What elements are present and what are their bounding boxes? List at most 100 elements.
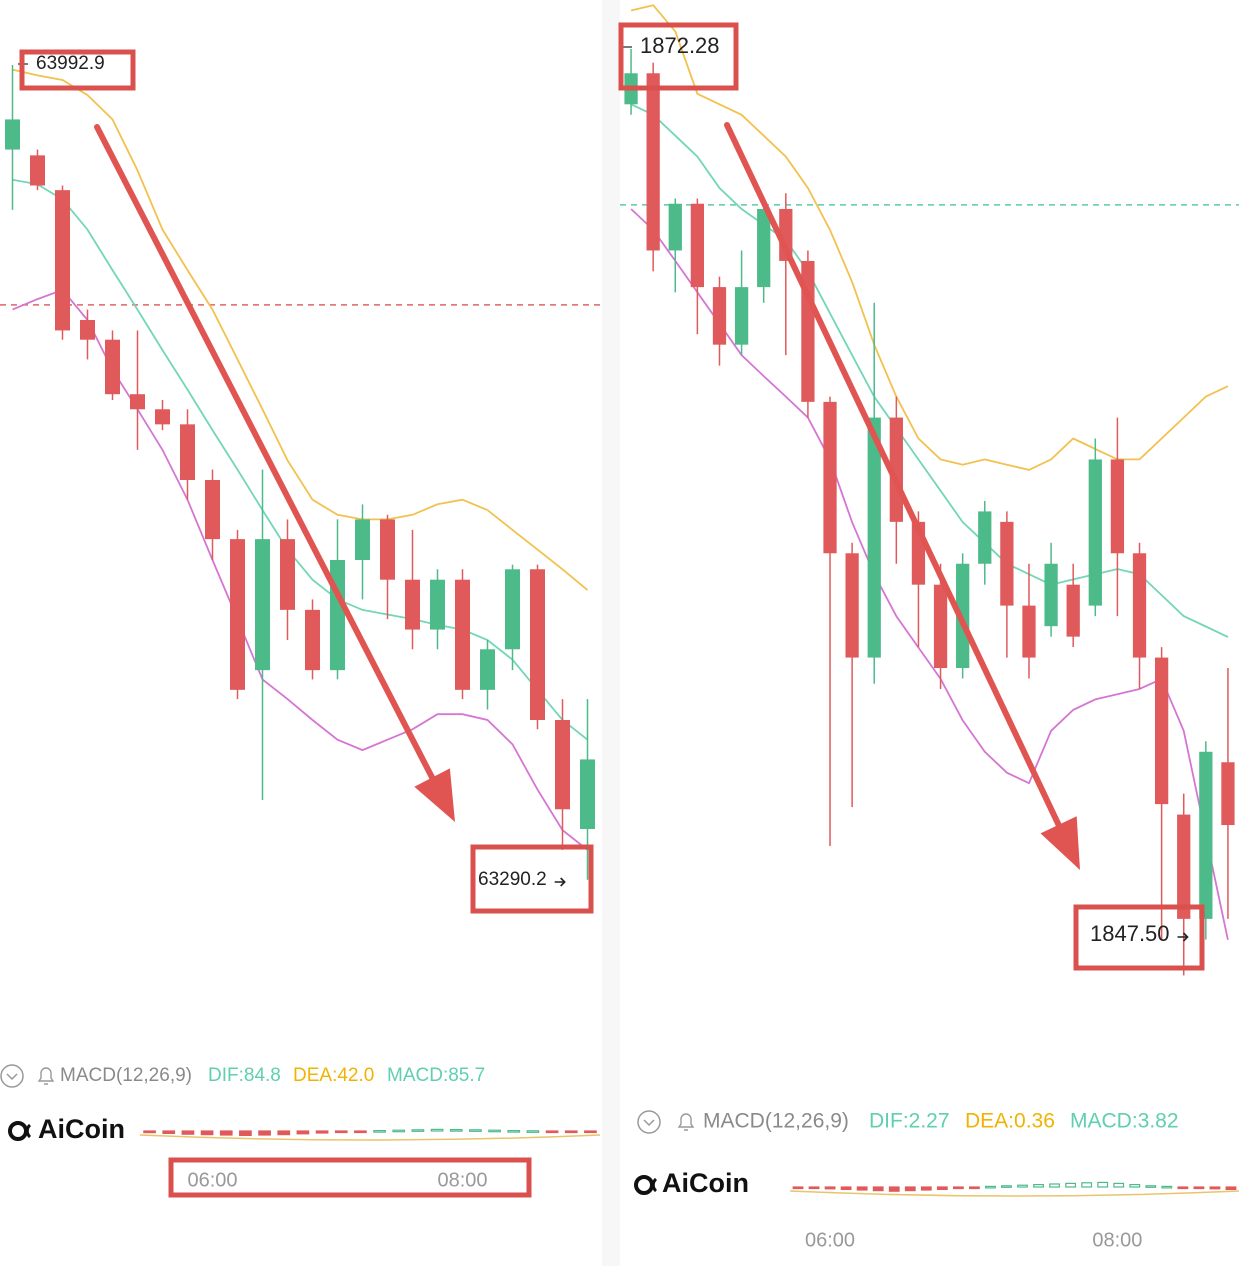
macd-bar xyxy=(872,1186,884,1192)
macd-bar xyxy=(808,1186,820,1190)
candle-body xyxy=(330,560,345,671)
candle-body xyxy=(405,579,420,630)
indicator-name: MACD(12,26,9) xyxy=(703,1110,849,1133)
indicator-dif: DIF:2.27 xyxy=(869,1110,950,1133)
indicator-macd: MACD:3.82 xyxy=(1070,1110,1179,1133)
candle-body xyxy=(80,320,95,340)
candle-body xyxy=(978,511,992,564)
candle-body xyxy=(505,569,520,650)
macd-bar xyxy=(792,1186,804,1190)
logo-icon-tail xyxy=(25,1123,32,1139)
highlight-box xyxy=(168,1157,532,1198)
candle-body xyxy=(155,409,170,425)
macd-bar xyxy=(1161,1185,1173,1189)
macd-bar xyxy=(968,1186,980,1190)
candle-body xyxy=(734,287,749,345)
candle-body xyxy=(1066,584,1080,637)
macd-bar xyxy=(296,1130,310,1135)
macd-bar xyxy=(545,1130,559,1134)
candle-body xyxy=(455,579,470,690)
macd-bar xyxy=(856,1186,868,1191)
x-tick-label: 06:00 xyxy=(187,1169,237,1191)
macd-bar xyxy=(1193,1186,1205,1190)
macd-bar xyxy=(584,1130,597,1134)
candle-body xyxy=(130,394,145,410)
candle-body xyxy=(230,539,245,690)
macd-bar xyxy=(526,1130,540,1133)
trend-arrow-head xyxy=(1040,816,1080,870)
candle-body xyxy=(1110,459,1125,554)
candle-body xyxy=(30,155,45,186)
macd-bar xyxy=(1209,1186,1221,1190)
candle-body xyxy=(1000,521,1014,606)
macd-bar xyxy=(373,1129,386,1133)
macd-bar xyxy=(564,1130,578,1134)
candle-body xyxy=(380,519,395,580)
macd-bar xyxy=(1145,1185,1157,1188)
macd-bar xyxy=(1129,1183,1141,1188)
band-upper xyxy=(12,68,589,591)
macd-bar xyxy=(469,1129,482,1132)
candle-body xyxy=(1221,762,1235,826)
low-price-label: 1847.50 xyxy=(1090,921,1170,946)
collapse-icon xyxy=(637,1110,661,1134)
band-lower xyxy=(630,208,1229,940)
label-arrow xyxy=(554,877,566,887)
macd-bar xyxy=(239,1130,252,1137)
macd-bar xyxy=(1001,1185,1012,1188)
high-price-label: 1872.28 xyxy=(640,33,720,58)
macd-bar xyxy=(430,1128,444,1132)
price-panel xyxy=(620,4,1239,976)
candle-body xyxy=(1177,814,1191,919)
candle-body xyxy=(1088,459,1102,606)
macd-bar xyxy=(904,1186,916,1192)
highlight-box xyxy=(618,22,739,91)
macd-bar xyxy=(1113,1182,1125,1188)
macd-bar xyxy=(1225,1186,1237,1191)
macd-bar xyxy=(392,1129,406,1133)
label-arrow xyxy=(1177,932,1189,942)
trend-arrow-head xyxy=(414,768,455,822)
indicator-name: MACD(12,26,9) xyxy=(60,1065,192,1086)
macd-bar xyxy=(354,1130,367,1134)
candle-body xyxy=(1132,553,1147,658)
highlight-box xyxy=(470,844,594,914)
macd-baseline xyxy=(139,1134,601,1141)
price-panel xyxy=(0,65,600,880)
macd-bar xyxy=(277,1130,291,1136)
macd-bar xyxy=(200,1130,214,1136)
macd-bar xyxy=(824,1186,836,1190)
candle-body xyxy=(480,649,495,690)
candle-body xyxy=(1199,751,1213,919)
candle-body xyxy=(712,287,727,345)
macd-baseline xyxy=(789,1190,1239,1197)
band-upper xyxy=(630,4,1229,471)
logo-text: AiCoin xyxy=(38,1114,125,1144)
band-middle xyxy=(630,103,1229,638)
bell-icon xyxy=(37,1067,55,1085)
overlay: 63992.9 63290.2 MACD(12,26,9) DIF:84.8 DEA:4… xyxy=(0,22,1239,1251)
indicator-macd: MACD:85.7 xyxy=(387,1065,485,1086)
macd-bar xyxy=(507,1129,521,1133)
band-middle xyxy=(12,178,589,741)
candle-body xyxy=(255,539,270,671)
candle-body xyxy=(580,759,595,829)
candle-body xyxy=(668,203,682,251)
macd-bar xyxy=(1081,1182,1093,1188)
collapse-chevron xyxy=(6,1073,18,1081)
low-price-label: 63290.2 xyxy=(478,869,547,890)
candle-body xyxy=(690,203,705,288)
collapse-chevron xyxy=(643,1119,655,1127)
macd-bar xyxy=(936,1186,948,1191)
macd-bar xyxy=(315,1130,329,1134)
candle-body xyxy=(55,190,70,331)
macd-bar xyxy=(1033,1183,1044,1188)
macd-bar xyxy=(952,1186,964,1190)
high-price-label: 63992.9 xyxy=(36,53,105,74)
candle-body xyxy=(205,480,220,540)
macd-bar xyxy=(411,1129,425,1132)
macd-bar xyxy=(840,1186,852,1191)
candle-body xyxy=(1044,563,1058,627)
highlight-box xyxy=(1073,904,1205,971)
